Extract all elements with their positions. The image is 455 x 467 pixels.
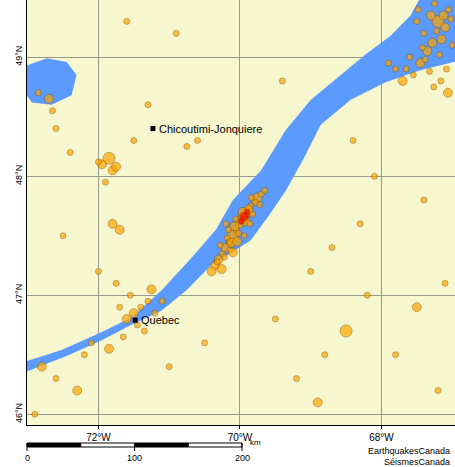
svg-text:km: km	[250, 438, 261, 447]
svg-text:Chicoutimi-Jonquiere: Chicoutimi-Jonquiere	[159, 123, 262, 135]
svg-text:72°W: 72°W	[86, 432, 111, 443]
svg-text:49°N: 49°N	[14, 46, 24, 66]
svg-text:0: 0	[25, 453, 30, 463]
svg-text:68°W: 68°W	[369, 432, 394, 443]
svg-text:SéismesCanada: SéismesCanada	[384, 457, 450, 467]
svg-text:Quebec: Quebec	[141, 314, 180, 326]
svg-text:EarthquakesCanada: EarthquakesCanada	[368, 446, 450, 456]
svg-text:46°N: 46°N	[14, 403, 24, 423]
svg-text:100: 100	[127, 453, 142, 463]
svg-text:47°N: 47°N	[14, 284, 24, 304]
svg-text:70°W: 70°W	[228, 432, 253, 443]
svg-text:200: 200	[235, 453, 250, 463]
svg-text:48°N: 48°N	[14, 165, 24, 185]
